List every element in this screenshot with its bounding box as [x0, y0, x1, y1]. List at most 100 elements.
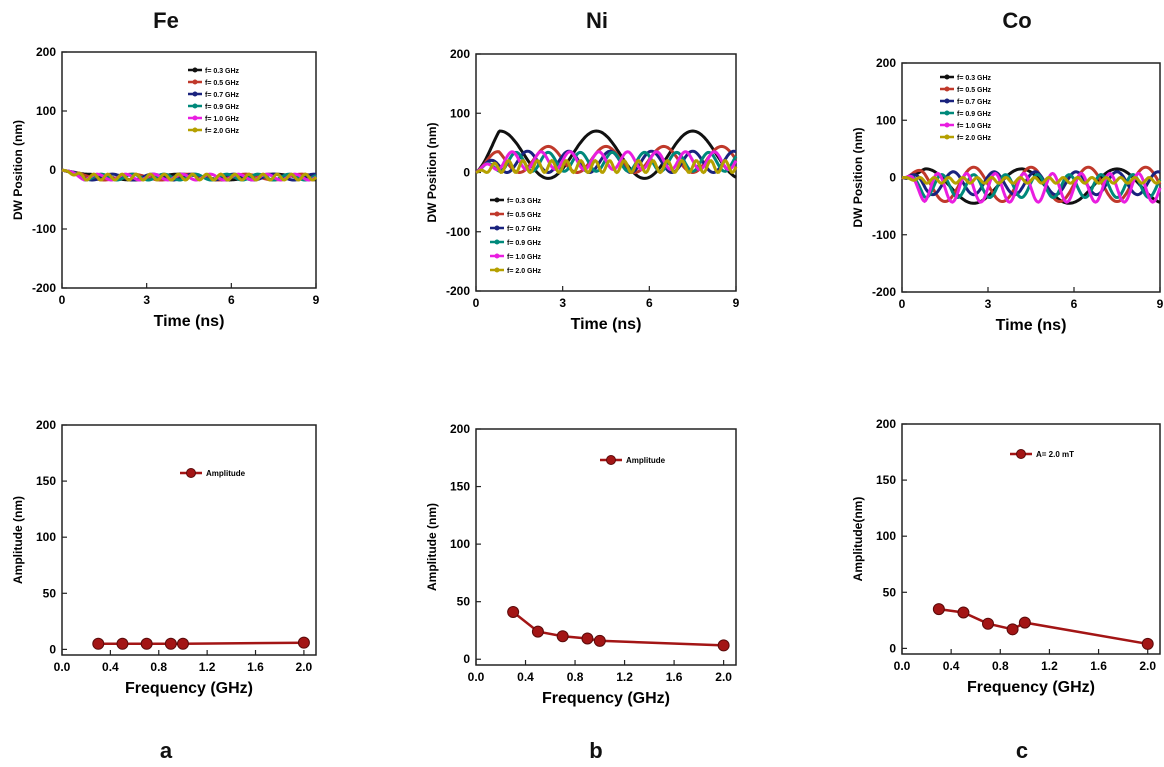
x-tick-label: 1.2	[616, 670, 633, 684]
legend-label: Amplitude	[626, 456, 666, 465]
legend-label: f= 0.7 GHz	[957, 99, 992, 106]
legend-marker	[494, 239, 500, 245]
legend-marker	[186, 468, 196, 478]
x-tick-label: 0.0	[894, 659, 911, 673]
x-tick-label: 2.0	[1139, 659, 1156, 673]
y-tick-label: 0	[463, 166, 470, 180]
x-axis-label: Frequency (GHz)	[125, 680, 253, 697]
amplitude-point	[556, 630, 569, 643]
legend-label: f= 0.7 GHz	[507, 226, 542, 233]
legend-marker	[1016, 449, 1026, 459]
x-tick-label: 1.6	[666, 670, 683, 684]
amplitude-point	[507, 606, 520, 619]
y-tick-label: 0	[889, 641, 896, 655]
y-tick-label: 100	[450, 537, 470, 551]
legend-marker	[606, 455, 616, 465]
y-tick-label: 0	[49, 642, 56, 656]
x-tick-label: 2.0	[296, 660, 313, 674]
y-tick-label: 100	[36, 530, 56, 544]
series-line-2	[61, 168, 318, 182]
legend-label: f= 2.0 GHz	[507, 268, 542, 275]
x-tick-label: 1.6	[247, 660, 264, 674]
legend-marker	[494, 253, 500, 259]
series-line-1	[475, 150, 738, 174]
x-tick-label: 0	[59, 293, 66, 307]
x-tick-label: 0.0	[54, 660, 71, 674]
legend-label: f= 0.9 GHz	[205, 104, 240, 111]
x-axis-label: Time (ns)	[571, 316, 642, 333]
y-tick-label: 0	[889, 171, 896, 185]
series-line-0-3	[475, 129, 737, 180]
legend-marker	[944, 122, 950, 128]
x-tick-label: 6	[1071, 297, 1078, 311]
y-tick-label: 50	[43, 586, 57, 600]
amplitude-point	[957, 606, 970, 619]
legend-marker	[494, 267, 500, 273]
legend-marker	[494, 197, 500, 203]
y-tick-label: -200	[32, 281, 56, 295]
series-line-2	[475, 158, 738, 175]
x-axis-label: Frequency (GHz)	[967, 679, 1095, 696]
series-line-1	[901, 171, 1162, 204]
legend-label: f= 0.3 GHz	[507, 198, 542, 205]
x-tick-label: 9	[313, 293, 320, 307]
amplitude-point	[140, 637, 153, 650]
x-tick-label: 0.4	[517, 670, 534, 684]
column-title-co: Co	[1002, 8, 1032, 33]
y-tick-label: -100	[446, 225, 470, 239]
y-tick-label: 100	[450, 106, 470, 120]
legend-marker	[944, 98, 950, 104]
x-tick-label: 6	[646, 296, 653, 310]
legend-label: f= 0.9 GHz	[957, 111, 992, 118]
legend-marker	[494, 211, 500, 217]
y-axis-label: Amplitude(nm)	[851, 497, 865, 582]
x-tick-label: 0.8	[150, 660, 167, 674]
y-tick-label: 200	[36, 45, 56, 59]
y-tick-label: 50	[883, 585, 897, 599]
y-axis-label: DW Position (nm)	[851, 128, 865, 228]
y-axis-label: Amplitude (nm)	[11, 496, 25, 584]
x-axis-label: Frequency (GHz)	[542, 690, 670, 707]
y-tick-label: 100	[876, 113, 896, 127]
x-tick-label: 1.2	[199, 660, 216, 674]
legend-label: Amplitude	[206, 469, 246, 478]
y-tick-label: 0	[463, 652, 470, 666]
amplitude-line	[938, 607, 1148, 646]
legend-label: f= 0.7 GHz	[205, 92, 240, 99]
y-tick-label: 200	[876, 417, 896, 431]
x-tick-label: 0.4	[102, 660, 119, 674]
legend-label: f= 1.0 GHz	[507, 254, 542, 261]
y-tick-label: -200	[446, 284, 470, 298]
x-tick-label: 3	[559, 296, 566, 310]
plot-frame	[475, 428, 737, 666]
y-tick-label: 150	[450, 480, 470, 494]
x-tick-label: 9	[733, 296, 740, 310]
legend-marker	[192, 127, 198, 133]
legend-marker	[192, 79, 198, 85]
plot-frame	[901, 423, 1161, 655]
amplitude-point	[593, 634, 606, 647]
amplitude-point	[581, 632, 594, 645]
legend-marker	[944, 74, 950, 80]
panel-letter-a: a	[159, 738, 173, 763]
x-tick-label: 0	[473, 296, 480, 310]
y-tick-label: 150	[876, 473, 896, 487]
amplitude-point	[982, 617, 994, 630]
x-tick-label: 2.0	[715, 670, 732, 684]
amplitude-point	[1141, 637, 1154, 650]
y-tick-label: 200	[36, 418, 56, 432]
y-tick-label: 50	[457, 595, 471, 609]
legend-label: f= 0.5 GHz	[957, 87, 992, 94]
x-tick-label: 0.8	[567, 670, 584, 684]
legend-label: A= 2.0 mT	[1036, 450, 1074, 459]
amplitude-point	[717, 639, 730, 652]
y-axis-label: DW Position (nm)	[425, 123, 439, 223]
y-axis-label: Amplitude (nm)	[425, 503, 439, 591]
legend-label: f= 0.3 GHz	[205, 68, 240, 75]
x-tick-label: 6	[228, 293, 235, 307]
series-line-0-5	[901, 165, 1162, 204]
legend-marker	[192, 67, 198, 73]
